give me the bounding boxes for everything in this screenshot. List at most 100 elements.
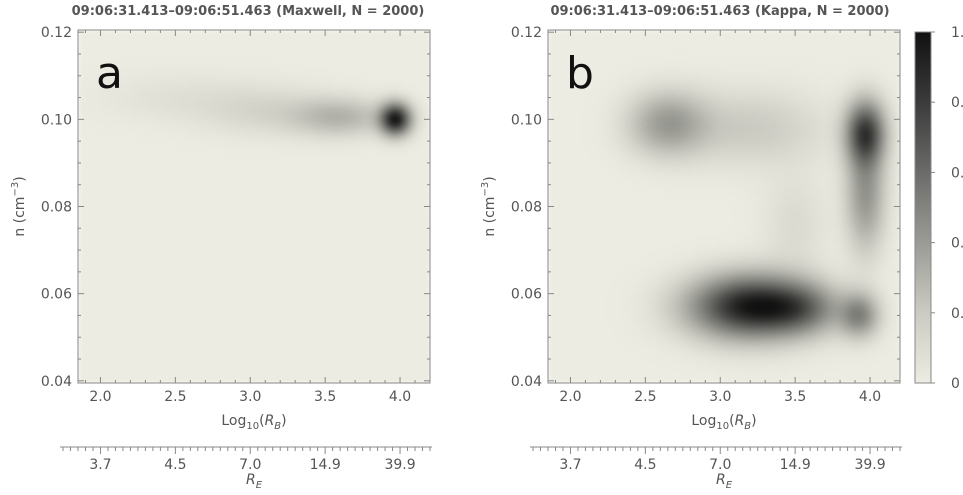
heatmap-cell <box>262 238 267 244</box>
heatmap-cell <box>154 66 159 71</box>
heatmap-cell <box>214 70 219 75</box>
heatmap-cell <box>98 274 103 280</box>
heatmap-cell <box>242 146 247 151</box>
heatmap-cell <box>86 198 91 204</box>
heatmap-cell <box>134 54 139 59</box>
heatmap-cell <box>298 118 303 123</box>
heatmap-cell <box>282 138 287 143</box>
heatmap-cell <box>138 110 143 115</box>
heatmap-cell <box>134 122 139 127</box>
heatmap-cell <box>246 214 251 220</box>
heatmap-cell <box>138 370 143 376</box>
heatmap-cell <box>110 78 115 83</box>
heatmap-cell <box>190 106 195 111</box>
heatmap-cell <box>226 354 231 360</box>
heatmap-cell <box>270 370 275 376</box>
heatmap-cell <box>270 170 275 176</box>
heatmap-cell <box>130 142 135 147</box>
heatmap-cell <box>218 90 223 95</box>
heatmap-cell <box>250 110 255 115</box>
heatmap-cell <box>86 290 91 296</box>
heatmap-cell <box>230 258 235 264</box>
heatmap-cell <box>290 258 295 264</box>
heatmap-cell <box>302 282 307 288</box>
heatmap-cell <box>186 258 191 264</box>
heatmap-cell <box>294 306 299 312</box>
heatmap-cell <box>266 294 271 300</box>
heatmap-cell <box>242 38 247 43</box>
heatmap-cell <box>250 286 255 292</box>
heatmap-cell <box>162 350 167 356</box>
heatmap-cell <box>86 294 91 300</box>
heatmap-cell <box>126 46 131 51</box>
heatmap-cell <box>102 226 107 232</box>
heatmap-cell <box>290 158 295 163</box>
heatmap-cell <box>202 278 207 284</box>
heatmap-cell <box>298 234 303 240</box>
heatmap-cell <box>82 94 87 99</box>
heatmap-cell <box>274 218 279 224</box>
heatmap-cell <box>250 342 255 348</box>
heatmap-cell <box>178 294 183 300</box>
heatmap-cell <box>274 250 279 256</box>
heatmap-cell <box>262 54 267 59</box>
heatmap-cell <box>98 362 103 368</box>
heatmap-cell <box>134 250 139 256</box>
heatmap-cell <box>106 46 111 51</box>
heatmap-cell <box>226 278 231 284</box>
heatmap-cell <box>158 350 163 356</box>
heatmap-cell <box>126 154 131 159</box>
heatmap-cell <box>174 130 179 135</box>
heatmap-cell <box>118 42 123 47</box>
heatmap-cell <box>226 142 231 147</box>
heatmap-cell <box>166 230 171 236</box>
heatmap-cell <box>286 262 291 268</box>
heatmap-cell <box>266 114 271 119</box>
heatmap-cell <box>114 250 119 256</box>
heatmap-cell <box>146 46 151 51</box>
heatmap-cell <box>146 366 151 372</box>
heatmap-cell <box>90 250 95 256</box>
heatmap-cell <box>198 262 203 268</box>
heatmap-cell <box>138 354 143 360</box>
heatmap-cell <box>258 134 263 139</box>
heatmap-cell <box>82 166 87 171</box>
heatmap-cell <box>274 106 279 111</box>
heatmap-cell <box>254 146 259 151</box>
heatmap-cell <box>102 118 107 123</box>
heatmap-cell <box>158 226 163 232</box>
heatmap-cell <box>86 42 91 47</box>
heatmap-cell <box>102 342 107 348</box>
heatmap-cell <box>86 246 91 252</box>
heatmap-cell <box>274 318 279 324</box>
heatmap-cell <box>102 102 107 107</box>
heatmap-cell <box>234 46 239 51</box>
heatmap-cell <box>210 94 215 99</box>
heatmap-cell <box>250 362 255 368</box>
heatmap-cell <box>194 262 199 268</box>
heatmap-cell <box>290 170 295 176</box>
heatmap-cell <box>146 342 151 348</box>
heatmap-cell <box>234 186 239 192</box>
heatmap-cell <box>82 282 87 288</box>
heatmap-cell <box>78 90 83 95</box>
heatmap-cell <box>270 358 275 364</box>
heatmap-cell <box>94 286 99 292</box>
heatmap-cell <box>234 230 239 236</box>
heatmap-cell <box>202 122 207 127</box>
heatmap-cell <box>154 118 159 123</box>
heatmap-cell <box>258 102 263 107</box>
heatmap-cell <box>302 118 307 123</box>
heatmap-cell <box>262 74 267 79</box>
heatmap-cell <box>286 378 291 383</box>
heatmap-cell <box>274 186 279 192</box>
heatmap-cell <box>302 174 307 180</box>
heatmap-cell <box>230 30 235 35</box>
heatmap-cell <box>210 122 215 127</box>
heatmap-cell <box>274 46 279 51</box>
heatmap-cell <box>134 158 139 163</box>
heatmap-cell <box>122 286 127 292</box>
heatmap-cell <box>142 318 147 324</box>
heatmap-cell <box>162 342 167 348</box>
heatmap-cell <box>222 218 227 224</box>
